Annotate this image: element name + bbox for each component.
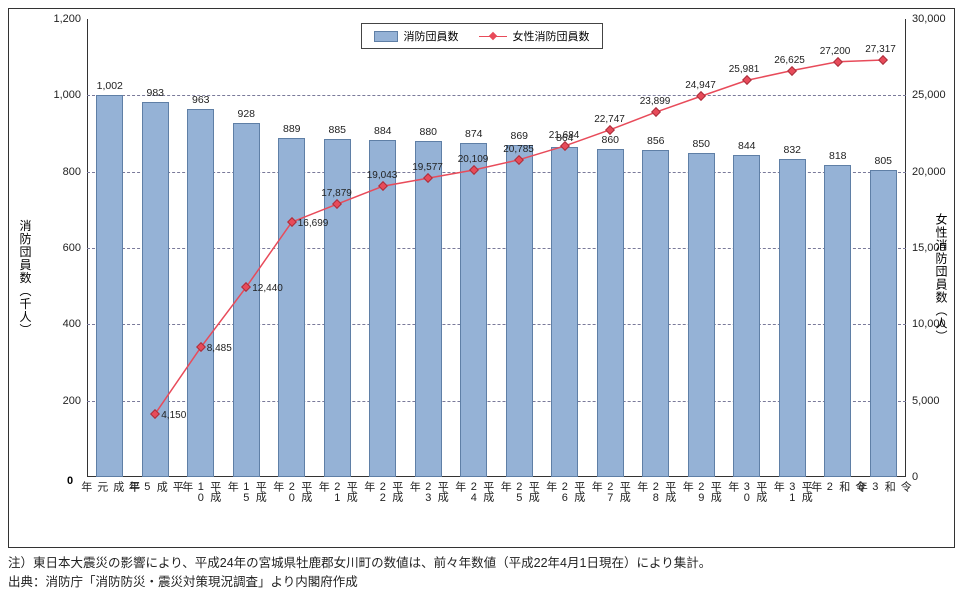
line-value-label: 22,747 — [594, 114, 625, 125]
xtick-label: 平成28年 — [634, 477, 678, 503]
xtick-label: 平成26年 — [543, 477, 587, 503]
legend-item-line: 女性消防団員数 — [479, 28, 590, 44]
chart-container: 消防団員数 女性消防団員数 2004006008001,0001,20005,0… — [8, 8, 955, 548]
line-value-label: 23,899 — [640, 96, 671, 107]
line-value-label: 20,785 — [503, 144, 534, 155]
line-path — [155, 60, 883, 414]
line-value-label: 21,684 — [549, 130, 580, 141]
xtick-label: 平成22年 — [361, 477, 405, 503]
xtick-label: 平成25年 — [497, 477, 541, 503]
line-value-label: 26,625 — [774, 55, 805, 66]
y-axis-left-label: 消防団員数（千人） — [17, 220, 34, 337]
ytick-left: 600 — [63, 242, 87, 254]
line-value-label: 24,947 — [685, 80, 716, 91]
line-value-label: 12,440 — [252, 283, 283, 294]
line-value-label: 27,317 — [865, 44, 896, 55]
xtick-label: 平成21年 — [315, 477, 359, 503]
legend-item-bar: 消防団員数 — [374, 28, 459, 44]
line-value-label: 27,200 — [820, 46, 851, 57]
xtick-label: 令和3年 — [853, 477, 913, 492]
line-value-label: 16,699 — [298, 218, 329, 229]
xtick-label: 平成29年 — [679, 477, 723, 503]
legend-swatch-bar — [374, 31, 398, 42]
ytick-right: 20,000 — [906, 166, 946, 178]
ytick-left: 800 — [63, 166, 87, 178]
ytick-left: 200 — [63, 395, 87, 407]
legend-label-bar: 消防団員数 — [404, 28, 459, 44]
legend-label-line: 女性消防団員数 — [513, 28, 590, 44]
xtick-label: 平成5年 — [125, 477, 185, 492]
footnotes: 注）東日本大震災の影響により、平成24年の宮城県牡鹿郡女川町の数値は、前々年数値… — [8, 554, 955, 592]
ytick-left: 1,000 — [53, 89, 87, 101]
xtick-label: 平成23年 — [406, 477, 450, 503]
line-value-label: 4,150 — [161, 410, 186, 421]
line-value-label: 19,577 — [412, 162, 443, 173]
line-value-label: 17,879 — [321, 188, 352, 199]
line-svg — [87, 19, 906, 477]
xtick-label: 平成20年 — [270, 477, 314, 503]
legend: 消防団員数 女性消防団員数 — [361, 23, 603, 49]
line-value-label: 19,043 — [367, 170, 398, 181]
ytick-right: 25,000 — [906, 89, 946, 101]
y-axis-right-label: 女性消防団員数（人） — [933, 213, 950, 343]
footnote-1: 注）東日本大震災の影響により、平成24年の宮城県牡鹿郡女川町の数値は、前々年数値… — [8, 554, 955, 573]
zero-label: 0 — [67, 475, 73, 487]
xtick-label: 平成10年 — [179, 477, 223, 503]
ytick-left: 400 — [63, 318, 87, 330]
xtick-label: 平成27年 — [588, 477, 632, 503]
xtick-label: 平成24年 — [452, 477, 496, 503]
xtick-label: 平成30年 — [725, 477, 769, 503]
legend-swatch-line — [479, 31, 507, 41]
line-value-label: 8,485 — [207, 343, 232, 354]
ytick-right: 5,000 — [906, 395, 940, 407]
plot-area: 2004006008001,0001,20005,00010,00015,000… — [87, 19, 906, 477]
line-value-label: 25,981 — [729, 64, 760, 75]
line-value-label: 20,109 — [458, 154, 489, 165]
ytick-right: 30,000 — [906, 13, 946, 25]
xtick-label: 平成15年 — [224, 477, 268, 503]
footnote-2: 出典：消防庁「消防防災・震災対策現況調査」より内閣府作成 — [8, 573, 955, 592]
ytick-left: 1,200 — [53, 13, 87, 25]
